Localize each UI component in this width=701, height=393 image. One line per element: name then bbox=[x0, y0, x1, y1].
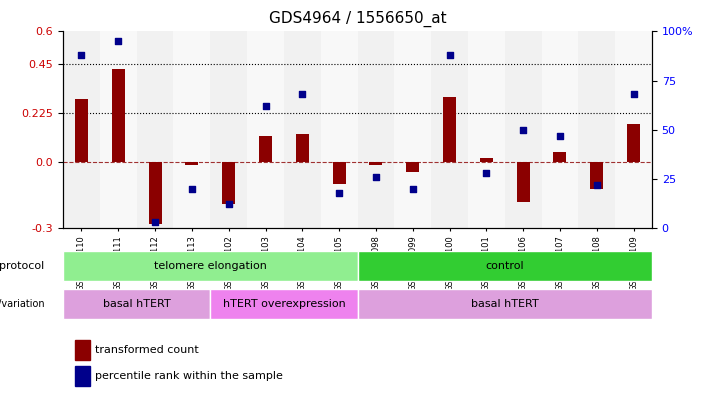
Bar bbox=[210, 31, 247, 228]
Bar bbox=[75, 99, 88, 162]
Bar bbox=[137, 31, 173, 228]
Bar bbox=[505, 31, 541, 228]
Text: percentile rank within the sample: percentile rank within the sample bbox=[95, 371, 283, 381]
Point bbox=[444, 52, 455, 58]
Bar bbox=[284, 31, 320, 228]
Point bbox=[628, 91, 639, 97]
Bar bbox=[320, 31, 358, 228]
Bar bbox=[75, 340, 90, 360]
Text: protocol: protocol bbox=[0, 261, 45, 271]
FancyBboxPatch shape bbox=[63, 251, 358, 281]
Point bbox=[186, 185, 198, 192]
Point bbox=[223, 201, 234, 208]
Bar bbox=[173, 31, 210, 228]
Point bbox=[260, 103, 271, 109]
Bar bbox=[615, 31, 652, 228]
Bar bbox=[541, 31, 578, 228]
Point bbox=[76, 52, 87, 58]
FancyBboxPatch shape bbox=[358, 251, 652, 281]
Point bbox=[481, 170, 492, 176]
Text: telomere elongation: telomere elongation bbox=[154, 261, 267, 271]
Text: basal hTERT: basal hTERT bbox=[103, 299, 170, 309]
Bar bbox=[431, 31, 468, 228]
Bar bbox=[112, 68, 125, 162]
Point bbox=[149, 219, 161, 225]
Bar bbox=[517, 162, 529, 202]
Bar bbox=[149, 162, 161, 224]
FancyBboxPatch shape bbox=[210, 288, 358, 319]
Bar bbox=[627, 124, 640, 162]
Text: transformed count: transformed count bbox=[95, 345, 199, 354]
Text: control: control bbox=[485, 261, 524, 271]
Point bbox=[297, 91, 308, 97]
Bar bbox=[296, 134, 308, 162]
Bar bbox=[578, 31, 615, 228]
FancyBboxPatch shape bbox=[358, 288, 652, 319]
Point bbox=[554, 132, 566, 139]
Text: basal hTERT: basal hTERT bbox=[471, 299, 538, 309]
Bar bbox=[407, 162, 419, 172]
Text: genotype/variation: genotype/variation bbox=[0, 299, 45, 309]
Point bbox=[591, 182, 602, 188]
Bar bbox=[590, 162, 603, 189]
Bar bbox=[333, 162, 346, 184]
Point bbox=[517, 127, 529, 133]
Bar bbox=[358, 31, 394, 228]
Point bbox=[334, 189, 345, 196]
FancyBboxPatch shape bbox=[63, 288, 210, 319]
Bar bbox=[222, 162, 235, 204]
Text: hTERT overexpression: hTERT overexpression bbox=[222, 299, 346, 309]
Point bbox=[370, 174, 381, 180]
Bar bbox=[443, 97, 456, 162]
Point bbox=[407, 185, 418, 192]
Bar bbox=[480, 158, 493, 162]
Bar bbox=[100, 31, 137, 228]
Title: GDS4964 / 1556650_at: GDS4964 / 1556650_at bbox=[268, 11, 447, 27]
Point bbox=[113, 38, 124, 44]
Bar bbox=[247, 31, 284, 228]
Bar bbox=[554, 152, 566, 162]
Bar bbox=[75, 366, 90, 386]
Bar bbox=[394, 31, 431, 228]
Bar bbox=[186, 162, 198, 165]
Bar bbox=[63, 31, 100, 228]
Bar bbox=[259, 136, 272, 162]
Bar bbox=[468, 31, 505, 228]
Bar bbox=[369, 162, 382, 165]
